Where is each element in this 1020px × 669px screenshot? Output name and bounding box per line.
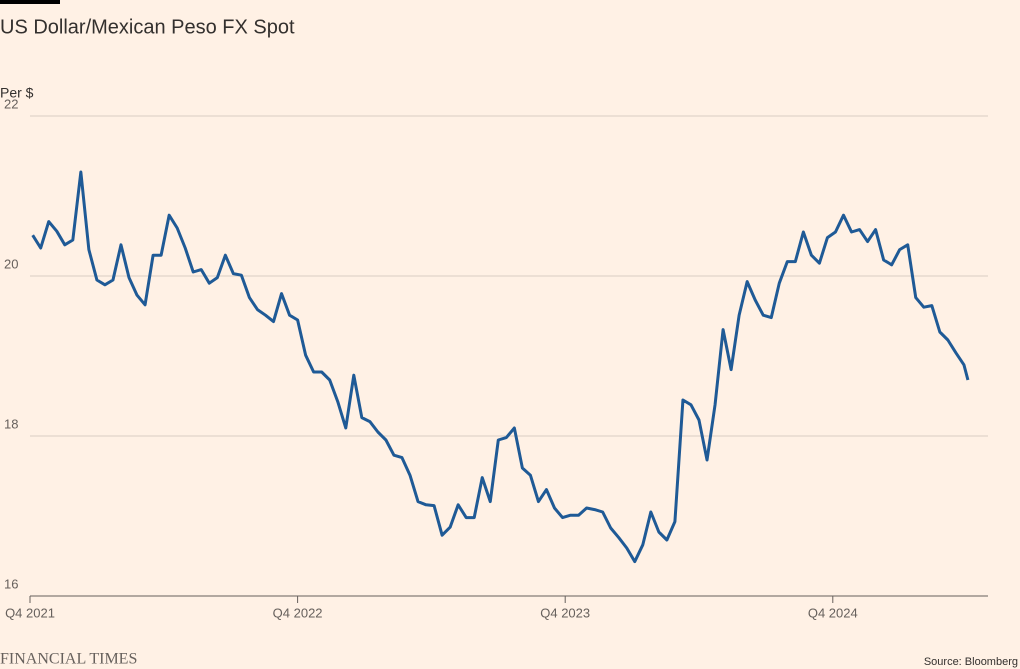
y-tick-label: 16 bbox=[4, 576, 18, 591]
y-tick-label: 18 bbox=[4, 416, 18, 431]
y-tick-label: 20 bbox=[4, 256, 18, 271]
chart-title: US Dollar/Mexican Peso FX Spot bbox=[0, 16, 295, 38]
y-tick-label: 22 bbox=[4, 96, 18, 111]
line bbox=[31, 170, 970, 564]
x-tick-label: Q4 2021 bbox=[5, 605, 55, 620]
y-axis-label: Per $ bbox=[0, 85, 34, 101]
x-tick-label: Q4 2024 bbox=[808, 605, 858, 620]
source: Source: Bloomberg bbox=[924, 656, 1018, 668]
brand-bar bbox=[0, 0, 60, 4]
x-tick-label: Q4 2023 bbox=[540, 605, 590, 620]
x-tick-label: Q4 2022 bbox=[273, 605, 323, 620]
brand: FINANCIAL TIMES bbox=[0, 651, 137, 668]
